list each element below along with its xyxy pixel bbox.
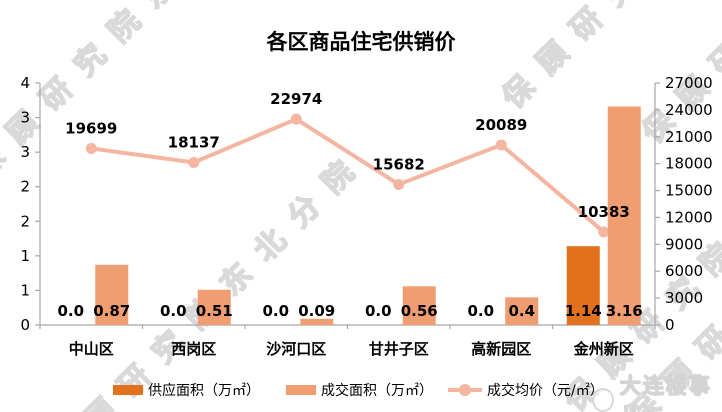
line-marker-icon <box>495 139 507 151</box>
brand-watermark: 大连楼事儿 <box>592 370 722 412</box>
svg-text:0.0: 0.0 <box>57 302 84 320</box>
svg-text:0.0: 0.0 <box>365 302 392 320</box>
svg-text:21000: 21000 <box>665 128 713 146</box>
svg-text:0.4: 0.4 <box>508 302 535 320</box>
svg-text:0.0: 0.0 <box>262 302 289 320</box>
line-series-avg-price <box>85 113 610 238</box>
svg-text:0.09: 0.09 <box>298 302 335 320</box>
legend-item-avg-price: 成交均价（元/㎡） <box>448 380 604 400</box>
svg-text:1: 1 <box>20 281 30 299</box>
svg-text:4: 4 <box>20 74 30 92</box>
legend-swatch-sold-icon <box>286 385 316 395</box>
legend-item-sold-area: 成交面积（万㎡） <box>286 380 433 400</box>
svg-text:0.87: 0.87 <box>93 302 130 320</box>
chart-legend: 供应面积（万㎡） 成交面积（万㎡） 成交均价（元/㎡） <box>0 380 722 400</box>
svg-text:0: 0 <box>665 316 675 334</box>
svg-text:20089: 20089 <box>475 116 527 134</box>
bar-sold-area <box>95 264 129 325</box>
legend-label-avg-price: 成交均价（元/㎡） <box>487 383 604 399</box>
svg-text:27000: 27000 <box>665 74 713 92</box>
line-marker-icon <box>290 113 302 125</box>
svg-text:沙河口区: 沙河口区 <box>266 340 326 358</box>
legend-item-supply-area: 供应面积（万㎡） <box>113 380 260 400</box>
svg-text:西岗区: 西岗区 <box>171 340 216 358</box>
svg-text:12000: 12000 <box>665 208 713 226</box>
svg-text:3000: 3000 <box>665 289 703 307</box>
line-marker-icon <box>598 226 610 238</box>
svg-text:18000: 18000 <box>665 155 713 173</box>
svg-text:高新园区: 高新园区 <box>471 340 531 358</box>
brand-logo-icon <box>592 388 614 412</box>
bar-supply-area <box>566 246 600 325</box>
line-marker-icon <box>85 142 97 154</box>
bar-sold-area <box>607 106 641 325</box>
bar-sold-area <box>197 289 231 325</box>
svg-text:1: 1 <box>20 247 30 265</box>
svg-text:0.0: 0.0 <box>467 302 494 320</box>
svg-text:19699: 19699 <box>65 119 117 137</box>
bar-series <box>95 106 641 325</box>
svg-text:0.51: 0.51 <box>196 302 233 320</box>
svg-text:22974: 22974 <box>270 90 322 108</box>
svg-text:甘井子区: 甘井子区 <box>369 340 429 358</box>
legend-line-marker-icon <box>448 384 482 396</box>
svg-text:0: 0 <box>20 316 30 334</box>
svg-text:0.0: 0.0 <box>160 302 187 320</box>
bar-sold-area <box>505 297 539 325</box>
bar-sold-area <box>402 286 436 325</box>
svg-text:6000: 6000 <box>665 262 703 280</box>
line-marker-icon <box>393 178 405 190</box>
brand-name: 大连楼事儿 <box>619 373 712 412</box>
svg-text:24000: 24000 <box>665 101 713 119</box>
svg-text:2: 2 <box>20 178 30 196</box>
svg-text:15000: 15000 <box>665 182 713 200</box>
legend-swatch-supply-icon <box>113 385 143 395</box>
axes: 0 1 1 2 2 3 3 4 0 3000 6000 9000 12000 15000 18000 2100… <box>20 74 712 334</box>
svg-text:金州新区: 金州新区 <box>573 340 634 358</box>
svg-text:3.16: 3.16 <box>606 302 643 320</box>
svg-text:3: 3 <box>20 109 30 127</box>
svg-text:15682: 15682 <box>373 155 425 173</box>
bar-sold-area <box>300 318 334 325</box>
legend-label-sold-area: 成交面积（万㎡） <box>321 383 433 399</box>
svg-text:3: 3 <box>20 143 30 161</box>
svg-text:2: 2 <box>20 212 30 230</box>
chart-title: 各区商品住宅供销价 <box>266 30 456 54</box>
line-marker-icon <box>188 156 200 168</box>
svg-text:10383: 10383 <box>578 203 630 221</box>
svg-text:9000: 9000 <box>665 235 703 253</box>
legend-label-supply-area: 供应面积（万㎡） <box>148 383 260 399</box>
svg-text:中山区: 中山区 <box>69 340 114 358</box>
svg-text:18137: 18137 <box>168 133 220 151</box>
svg-text:0.56: 0.56 <box>401 302 438 320</box>
data-labels: 0.0 0.0 0.0 0.0 0.0 1.14 0.87 0.51 0.09 0.56 0.4 3.… <box>57 90 642 358</box>
svg-text:1.14: 1.14 <box>565 302 602 320</box>
